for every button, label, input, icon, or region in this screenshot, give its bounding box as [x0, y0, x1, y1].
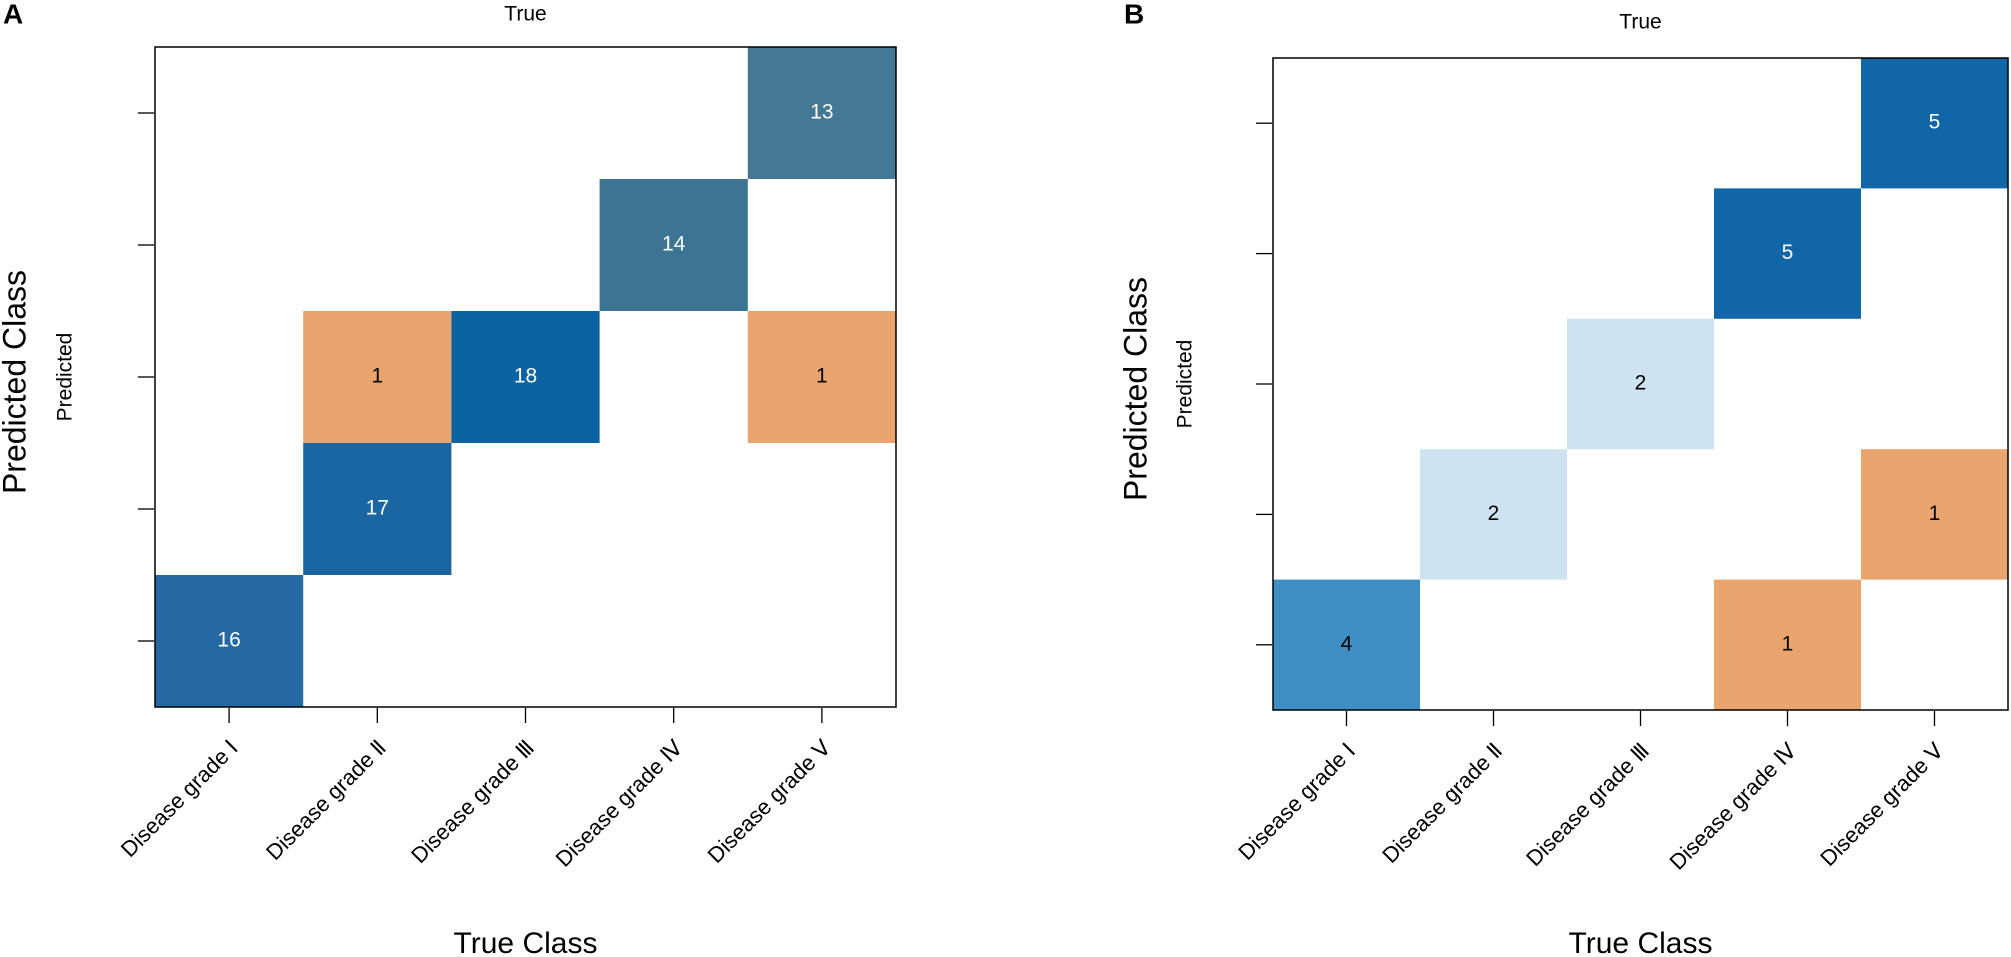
cell	[155, 575, 304, 707]
cell	[303, 311, 452, 443]
x-tick-label: Disease grade Ⅴ	[703, 735, 836, 868]
cell-label: 2	[1635, 372, 1647, 395]
cell	[303, 443, 452, 575]
x-tick-label: Disease grade Ⅳ	[1664, 737, 1801, 874]
x-axis-label: True Class	[454, 927, 598, 957]
y-axis-label: Predicted Class	[1117, 277, 1153, 501]
chart-title: True	[504, 3, 546, 26]
cell	[1714, 188, 1861, 319]
plot-frame	[1272, 57, 2009, 711]
panel-label: A	[3, 0, 23, 29]
cell	[1714, 579, 1861, 710]
cell-label: 4	[1341, 632, 1353, 655]
cell-label: 2	[1488, 502, 1500, 525]
plot-frame	[154, 46, 897, 708]
cell	[1567, 318, 1714, 450]
cell	[451, 311, 600, 443]
cell	[599, 179, 748, 311]
cell-label: 18	[514, 365, 537, 388]
x-tick-label: Disease grade Ⅲ	[1521, 738, 1654, 871]
cell-label: 17	[366, 497, 389, 520]
cell-label: 14	[662, 233, 686, 256]
heatmap-panel: B True Predicted Class Predicted True Class 4…	[1117, 0, 2009, 957]
chart-title: True	[1619, 11, 1661, 34]
heatmap-panel: A True Predicted Class Predicted True Class 1…	[0, 0, 897, 957]
x-tick-label: Disease grade Ⅲ	[406, 735, 539, 868]
x-tick-label: Disease grade Ⅴ	[1815, 738, 1948, 871]
y-axis-sublabel: Predicted	[54, 333, 77, 422]
cell	[1273, 579, 1420, 710]
x-tick-label: Disease grade Ⅱ	[261, 735, 391, 865]
cell	[1420, 449, 1567, 580]
y-axis-label: Predicted Class	[0, 270, 32, 494]
y-axis-sublabel: Predicted	[1174, 340, 1197, 429]
x-tick-label: Disease grade Ⅰ	[1233, 738, 1360, 865]
cell	[747, 47, 896, 179]
x-tick-label: Disease grade Ⅱ	[1377, 738, 1507, 868]
cell	[1861, 58, 2008, 189]
cell-label: 1	[371, 365, 383, 388]
cell-label: 5	[1929, 111, 1941, 134]
x-axis-label: True Class	[1569, 927, 1713, 957]
panel-label: B	[1124, 0, 1144, 29]
cell-label: 1	[816, 365, 828, 388]
cell	[1861, 449, 2008, 580]
cell-label: 1	[1929, 502, 1941, 525]
x-tick-label: Disease grade Ⅰ	[116, 735, 243, 862]
cell-label: 13	[810, 101, 833, 124]
cell-label: 5	[1782, 241, 1794, 264]
cell	[747, 311, 896, 443]
cell-label: 1	[1782, 632, 1794, 655]
x-tick-label: Disease grade Ⅳ	[551, 734, 688, 871]
cell-label: 16	[217, 629, 240, 652]
